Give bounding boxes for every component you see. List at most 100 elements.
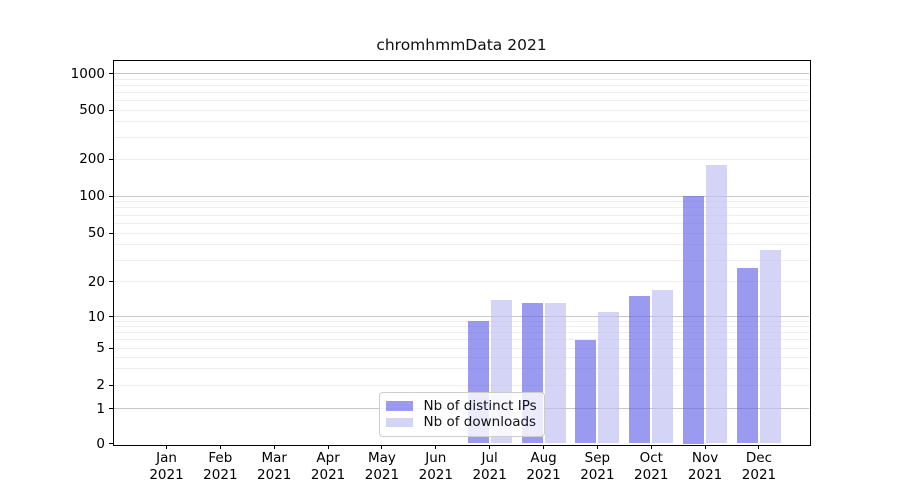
x-tick-mark	[166, 444, 167, 449]
gridline-minor	[114, 259, 809, 261]
gridline-minor	[114, 244, 809, 246]
x-tick-label-month: Oct	[639, 450, 663, 466]
y-tick-mark	[108, 384, 113, 386]
x-tick-label: Jul 2021	[458, 450, 522, 483]
bar-downloads	[598, 311, 620, 444]
gridline-minor	[114, 320, 809, 322]
x-tick-label-month: Aug	[530, 450, 557, 466]
y-tick-label: 500	[79, 102, 105, 118]
x-tick-label: Jan 2021	[135, 450, 199, 483]
y-tick-mark	[108, 109, 113, 111]
legend-item: Nb of distinct IPs	[385, 397, 537, 414]
y-tick-label: 0	[96, 435, 105, 452]
y-tick-label: 50	[87, 225, 105, 241]
legend: Nb of distinct IPs Nb of downloads	[378, 391, 545, 437]
bar-distinct-ips	[575, 339, 597, 444]
gridline-minor	[114, 347, 809, 349]
x-tick-label: Nov 2021	[673, 450, 737, 483]
x-tick-mark	[758, 444, 760, 449]
y-tick-mark	[108, 73, 113, 74]
x-tick-mark	[704, 444, 706, 449]
x-tick-label: Apr 2021	[296, 450, 360, 483]
gridline-minor	[114, 332, 809, 334]
gridline-minor	[114, 356, 809, 358]
gridline-minor	[114, 339, 809, 341]
y-tick-mark	[108, 281, 113, 282]
bar-distinct-ips	[736, 267, 758, 444]
legend-swatch-downloads	[385, 417, 413, 427]
gridline-minor	[114, 222, 809, 224]
y-tick-mark	[108, 347, 113, 349]
gridline-minor	[114, 99, 809, 101]
gridline-minor	[114, 78, 809, 80]
x-tick-label-month: May	[367, 450, 396, 466]
x-tick-label-month: Jan	[156, 450, 177, 466]
gridline-major	[114, 316, 809, 317]
legend-label: Nb of downloads	[423, 414, 537, 431]
x-tick-label-year: 2021	[149, 466, 184, 483]
x-tick-label-year: 2021	[310, 466, 346, 483]
x-tick-label: Feb 2021	[188, 450, 252, 483]
x-tick-mark	[273, 444, 275, 449]
x-tick-label: Aug 2021	[512, 450, 576, 483]
x-tick-label-year: 2021	[687, 466, 723, 483]
x-tick-label-year: 2021	[472, 466, 507, 483]
x-tick-mark	[327, 444, 329, 449]
gridline-minor	[114, 281, 809, 282]
x-tick-label-year: 2021	[203, 466, 238, 483]
bar-downloads	[544, 303, 566, 444]
x-tick-mark	[489, 444, 491, 449]
bar-distinct-ips	[629, 296, 651, 444]
gridline-minor	[114, 84, 809, 86]
y-tick-label: 5	[96, 340, 105, 356]
x-tick-label-month: Dec	[745, 450, 773, 466]
x-tick-label-year: 2021	[364, 466, 400, 483]
y-tick-mark	[108, 195, 113, 197]
gridline-minor	[114, 368, 809, 370]
gridline-minor	[114, 214, 809, 216]
y-tick-mark	[108, 316, 113, 317]
y-tick-label: 2	[96, 377, 105, 393]
x-tick-label-month: Apr	[316, 450, 340, 466]
x-tick-mark	[596, 444, 598, 449]
x-tick-mark	[219, 444, 221, 449]
gridline-minor	[114, 201, 809, 203]
x-tick-label-month: Sep	[584, 450, 611, 466]
x-tick-label-year: 2021	[418, 466, 453, 483]
y-tick-mark	[108, 443, 113, 444]
x-tick-label-year: 2021	[257, 466, 292, 483]
x-tick-label: Oct 2021	[619, 450, 683, 483]
legend-label: Nb of distinct IPs	[423, 397, 537, 414]
y-tick-mark	[108, 158, 113, 160]
x-tick-label-month: Jul	[481, 450, 498, 466]
x-tick-mark	[381, 444, 383, 449]
x-tick-label: May 2021	[350, 450, 414, 483]
legend-item: Nb of downloads	[385, 414, 537, 431]
y-tick-label: 200	[79, 151, 105, 167]
gridline-major	[114, 195, 809, 197]
gridline-minor	[114, 109, 809, 111]
x-tick-mark	[650, 444, 652, 449]
x-tick-label-month: Mar	[261, 450, 287, 466]
gridline-minor	[114, 158, 809, 160]
x-tick-label: Mar 2021	[242, 450, 306, 483]
gridline-minor	[114, 384, 809, 386]
gridline-major	[114, 73, 809, 74]
y-tick-mark	[108, 408, 113, 409]
x-tick-label: Jun 2021	[404, 450, 468, 483]
legend-swatch-distinct-ips	[385, 401, 413, 411]
gridline-minor	[114, 136, 809, 138]
gridline-minor	[114, 121, 809, 123]
x-tick-mark	[543, 444, 545, 449]
y-tick-label: 10	[87, 308, 105, 325]
chart-title: chromhmmData 2021	[376, 36, 547, 54]
x-tick-label-year: 2021	[526, 466, 561, 483]
x-tick-label-year: 2021	[634, 466, 669, 483]
x-tick-label-year: 2021	[580, 466, 615, 483]
x-tick-label: Sep 2021	[565, 450, 629, 483]
x-tick-label-month: Nov	[691, 450, 719, 466]
x-tick-label: Dec 2021	[727, 450, 791, 483]
x-tick-label-month: Jun	[425, 450, 447, 466]
x-tick-label-month: Feb	[208, 450, 233, 466]
y-tick-mark	[108, 232, 113, 234]
